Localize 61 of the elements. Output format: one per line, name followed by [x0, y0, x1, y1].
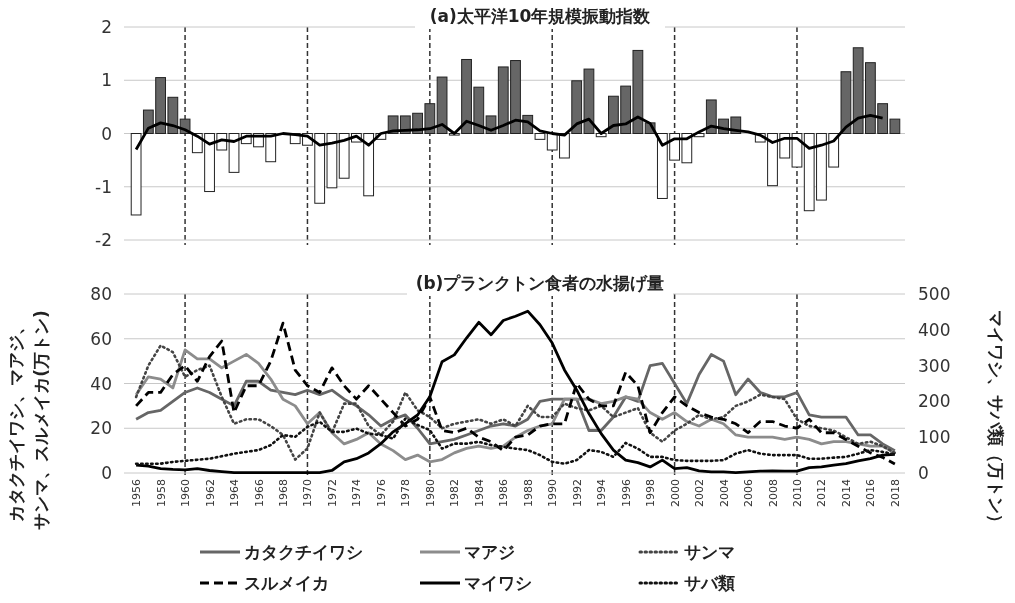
x-tick-label: 1976: [374, 479, 388, 507]
y-tick-label: 80: [90, 284, 112, 304]
x-tick-label: 1992: [570, 479, 584, 507]
y2-tick-label: 300: [918, 355, 951, 376]
x-tick-label: 1994: [595, 479, 609, 507]
x-tick-label: 2002: [693, 479, 707, 507]
x-tick-label: 1970: [301, 479, 315, 507]
x-tick-label: 2004: [717, 479, 731, 507]
y2-tick-label: 100: [918, 427, 951, 448]
chart-title: (b)プランクトン食者の水揚げ量: [415, 273, 665, 293]
x-tick-label: 1998: [644, 479, 658, 507]
y-tick-label: 20: [90, 418, 112, 439]
x-tick-label: 1990: [546, 479, 560, 507]
x-tick-label: 2008: [766, 479, 780, 507]
x-tick-label: 1978: [399, 479, 413, 507]
y-tick-label: -2: [95, 230, 112, 250]
x-tick-label: 1960: [179, 479, 193, 507]
legend-label: マアジ: [464, 542, 515, 562]
y-tick-label: 0: [101, 463, 112, 483]
y-tick-label: -1: [95, 176, 112, 197]
x-tick-label: 2010: [790, 479, 804, 507]
x-tick-label: 1982: [448, 479, 462, 507]
x-tick-label: 1958: [154, 479, 168, 507]
y2-axis-title: マイワシ、サバ類（万トン）: [986, 309, 1006, 531]
x-tick-label: 1996: [619, 479, 633, 507]
x-tick-label: 2000: [668, 479, 682, 507]
line-series: [134, 417, 897, 465]
legend-label: マイワシ: [464, 573, 532, 593]
legend-label: スルメイカ: [244, 573, 329, 593]
x-tick-label: 2014: [839, 479, 853, 507]
x-tick-label: 1986: [497, 479, 511, 507]
y2-tick-label: 200: [918, 391, 951, 412]
x-tick-label: 1988: [521, 479, 535, 507]
x-tick-label: 2006: [742, 479, 756, 507]
bar: [840, 71, 852, 134]
y2-tick-label: 400: [918, 319, 951, 340]
line-series: [134, 114, 885, 151]
x-tick-label: 2018: [888, 479, 902, 507]
y2-tick-label: 500: [918, 284, 951, 304]
x-tick-label: 1962: [203, 479, 217, 507]
y-tick-label: 60: [90, 328, 112, 349]
x-tick-label: 1956: [130, 479, 144, 507]
y-axis-title: カタクチイワシ、マアジ、サンマ、スルメイカ(万トン): [6, 310, 51, 530]
x-tick-label: 2016: [864, 479, 878, 507]
x-tick-label: 2012: [815, 479, 829, 507]
x-tick-label: 1974: [350, 479, 364, 507]
x-tick-label: 1980: [423, 479, 437, 507]
chart-title: (a)太平洋10年規模振動指数: [429, 6, 652, 26]
y-tick-label: 2: [101, 17, 112, 37]
y2-tick-label: 0: [918, 463, 929, 483]
x-tick-label: 1984: [472, 479, 486, 507]
x-tick-label: 1964: [228, 479, 242, 507]
legend-label: サンマ: [684, 542, 735, 562]
legend-label: サバ類: [684, 573, 735, 593]
legend-label: カタクチイワシ: [244, 542, 363, 562]
x-tick-label: 1966: [252, 479, 266, 507]
x-tick-label: 1972: [325, 479, 339, 507]
y-tick-label: 40: [90, 373, 112, 394]
y-tick-label: 0: [101, 123, 112, 144]
y-tick-label: 1: [101, 70, 112, 91]
x-tick-label: 1968: [276, 479, 290, 507]
